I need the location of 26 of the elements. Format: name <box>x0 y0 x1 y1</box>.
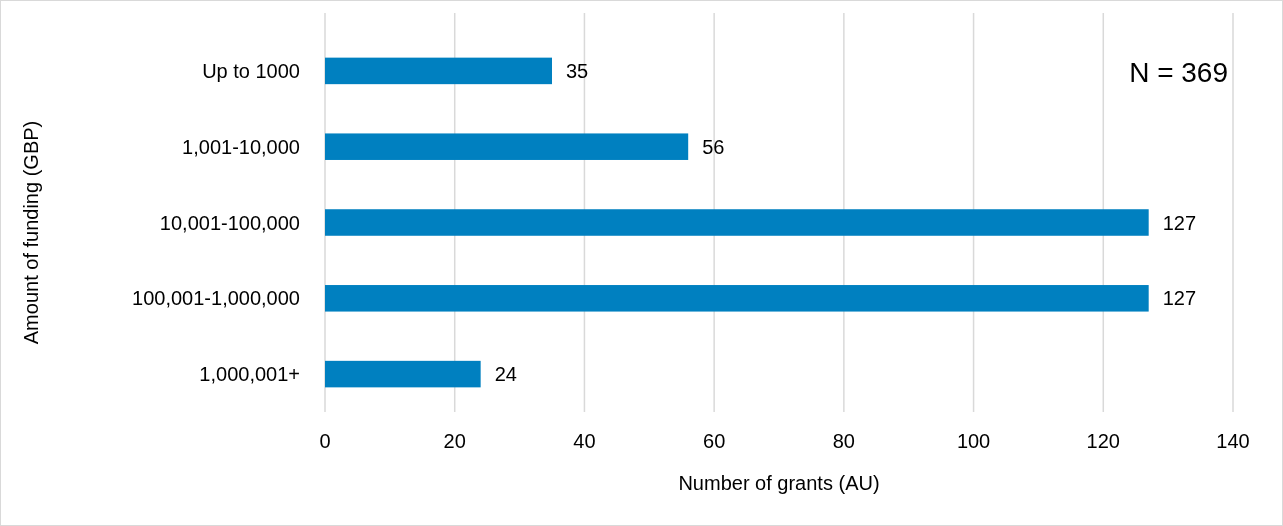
data-label: 24 <box>494 363 517 386</box>
bar <box>325 360 481 388</box>
x-tick-label: 40 <box>573 430 596 452</box>
x-axis-title: Number of grants (AU) <box>678 472 880 494</box>
bar <box>325 209 1149 236</box>
annotation: N = 369 <box>1129 56 1228 88</box>
y-tick-label: Up to 1000 <box>202 59 300 82</box>
y-axis-title: Amount of funding (GBP) <box>20 120 42 345</box>
y-tick-label: 10,001-100,000 <box>159 211 300 234</box>
bar <box>325 133 689 160</box>
bar <box>325 57 552 85</box>
data-label: 127 <box>1162 211 1197 234</box>
x-tick-label: 20 <box>443 430 466 452</box>
x-tick-label: 120 <box>1086 430 1120 452</box>
data-label: 56 <box>702 135 725 158</box>
x-tick-label: 140 <box>1216 430 1250 452</box>
data-label: 35 <box>566 59 589 82</box>
x-tick-label: 80 <box>832 430 855 452</box>
x-tick-label: 0 <box>319 430 331 452</box>
y-tick-label: 100,001-1,000,000 <box>132 287 300 310</box>
bar <box>325 285 1149 312</box>
y-tick-label: 1,001-10,000 <box>182 135 300 158</box>
data-label: 127 <box>1162 287 1197 310</box>
x-tick-label: 60 <box>703 430 726 452</box>
x-tick-label: 100 <box>956 430 991 452</box>
y-tick-label: 1,000,001+ <box>199 363 300 386</box>
